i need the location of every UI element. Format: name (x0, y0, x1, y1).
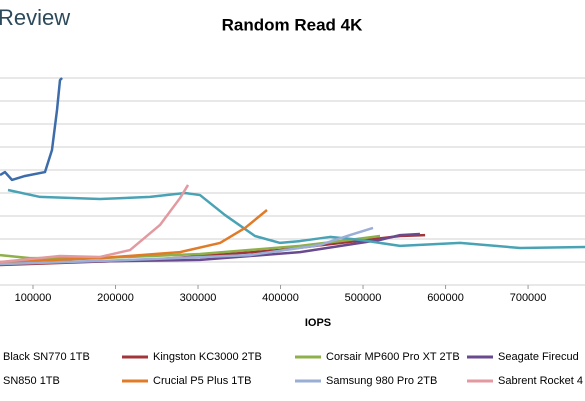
legend-label: Sabrent Rocket 4 (498, 375, 583, 387)
series-line (0, 232, 421, 265)
series-line (0, 184, 190, 264)
series-line (0, 209, 268, 264)
legend-label: Seagate Firecud (498, 351, 579, 363)
x-tick-label: 500000 (345, 292, 382, 304)
x-tick-label: 200000 (97, 292, 134, 304)
watermark: Review (0, 5, 70, 30)
x-tick-label: 300000 (180, 292, 217, 304)
legend-label: Corsair MP600 Pro XT 2TB (326, 351, 460, 363)
series-line (0, 77, 63, 182)
series-line (7, 188, 585, 250)
series-line (0, 226, 374, 266)
legend-label: Samsung 980 Pro 2TB (326, 375, 437, 387)
x-tick-label: 100000 (15, 292, 52, 304)
legend-label: SN850 1TB (3, 375, 60, 387)
x-tick-label: 600000 (427, 292, 464, 304)
x-tick-label: 700000 (510, 292, 547, 304)
legend-label: Crucial P5 Plus 1TB (153, 375, 251, 387)
chart-title: Random Read 4K (222, 15, 363, 34)
x-tick-label: 400000 (262, 292, 299, 304)
x-axis-title: IOPS (305, 317, 331, 329)
legend-label: Kingston KC3000 2TB (153, 351, 262, 363)
legend-label: Black SN770 1TB (3, 351, 90, 363)
